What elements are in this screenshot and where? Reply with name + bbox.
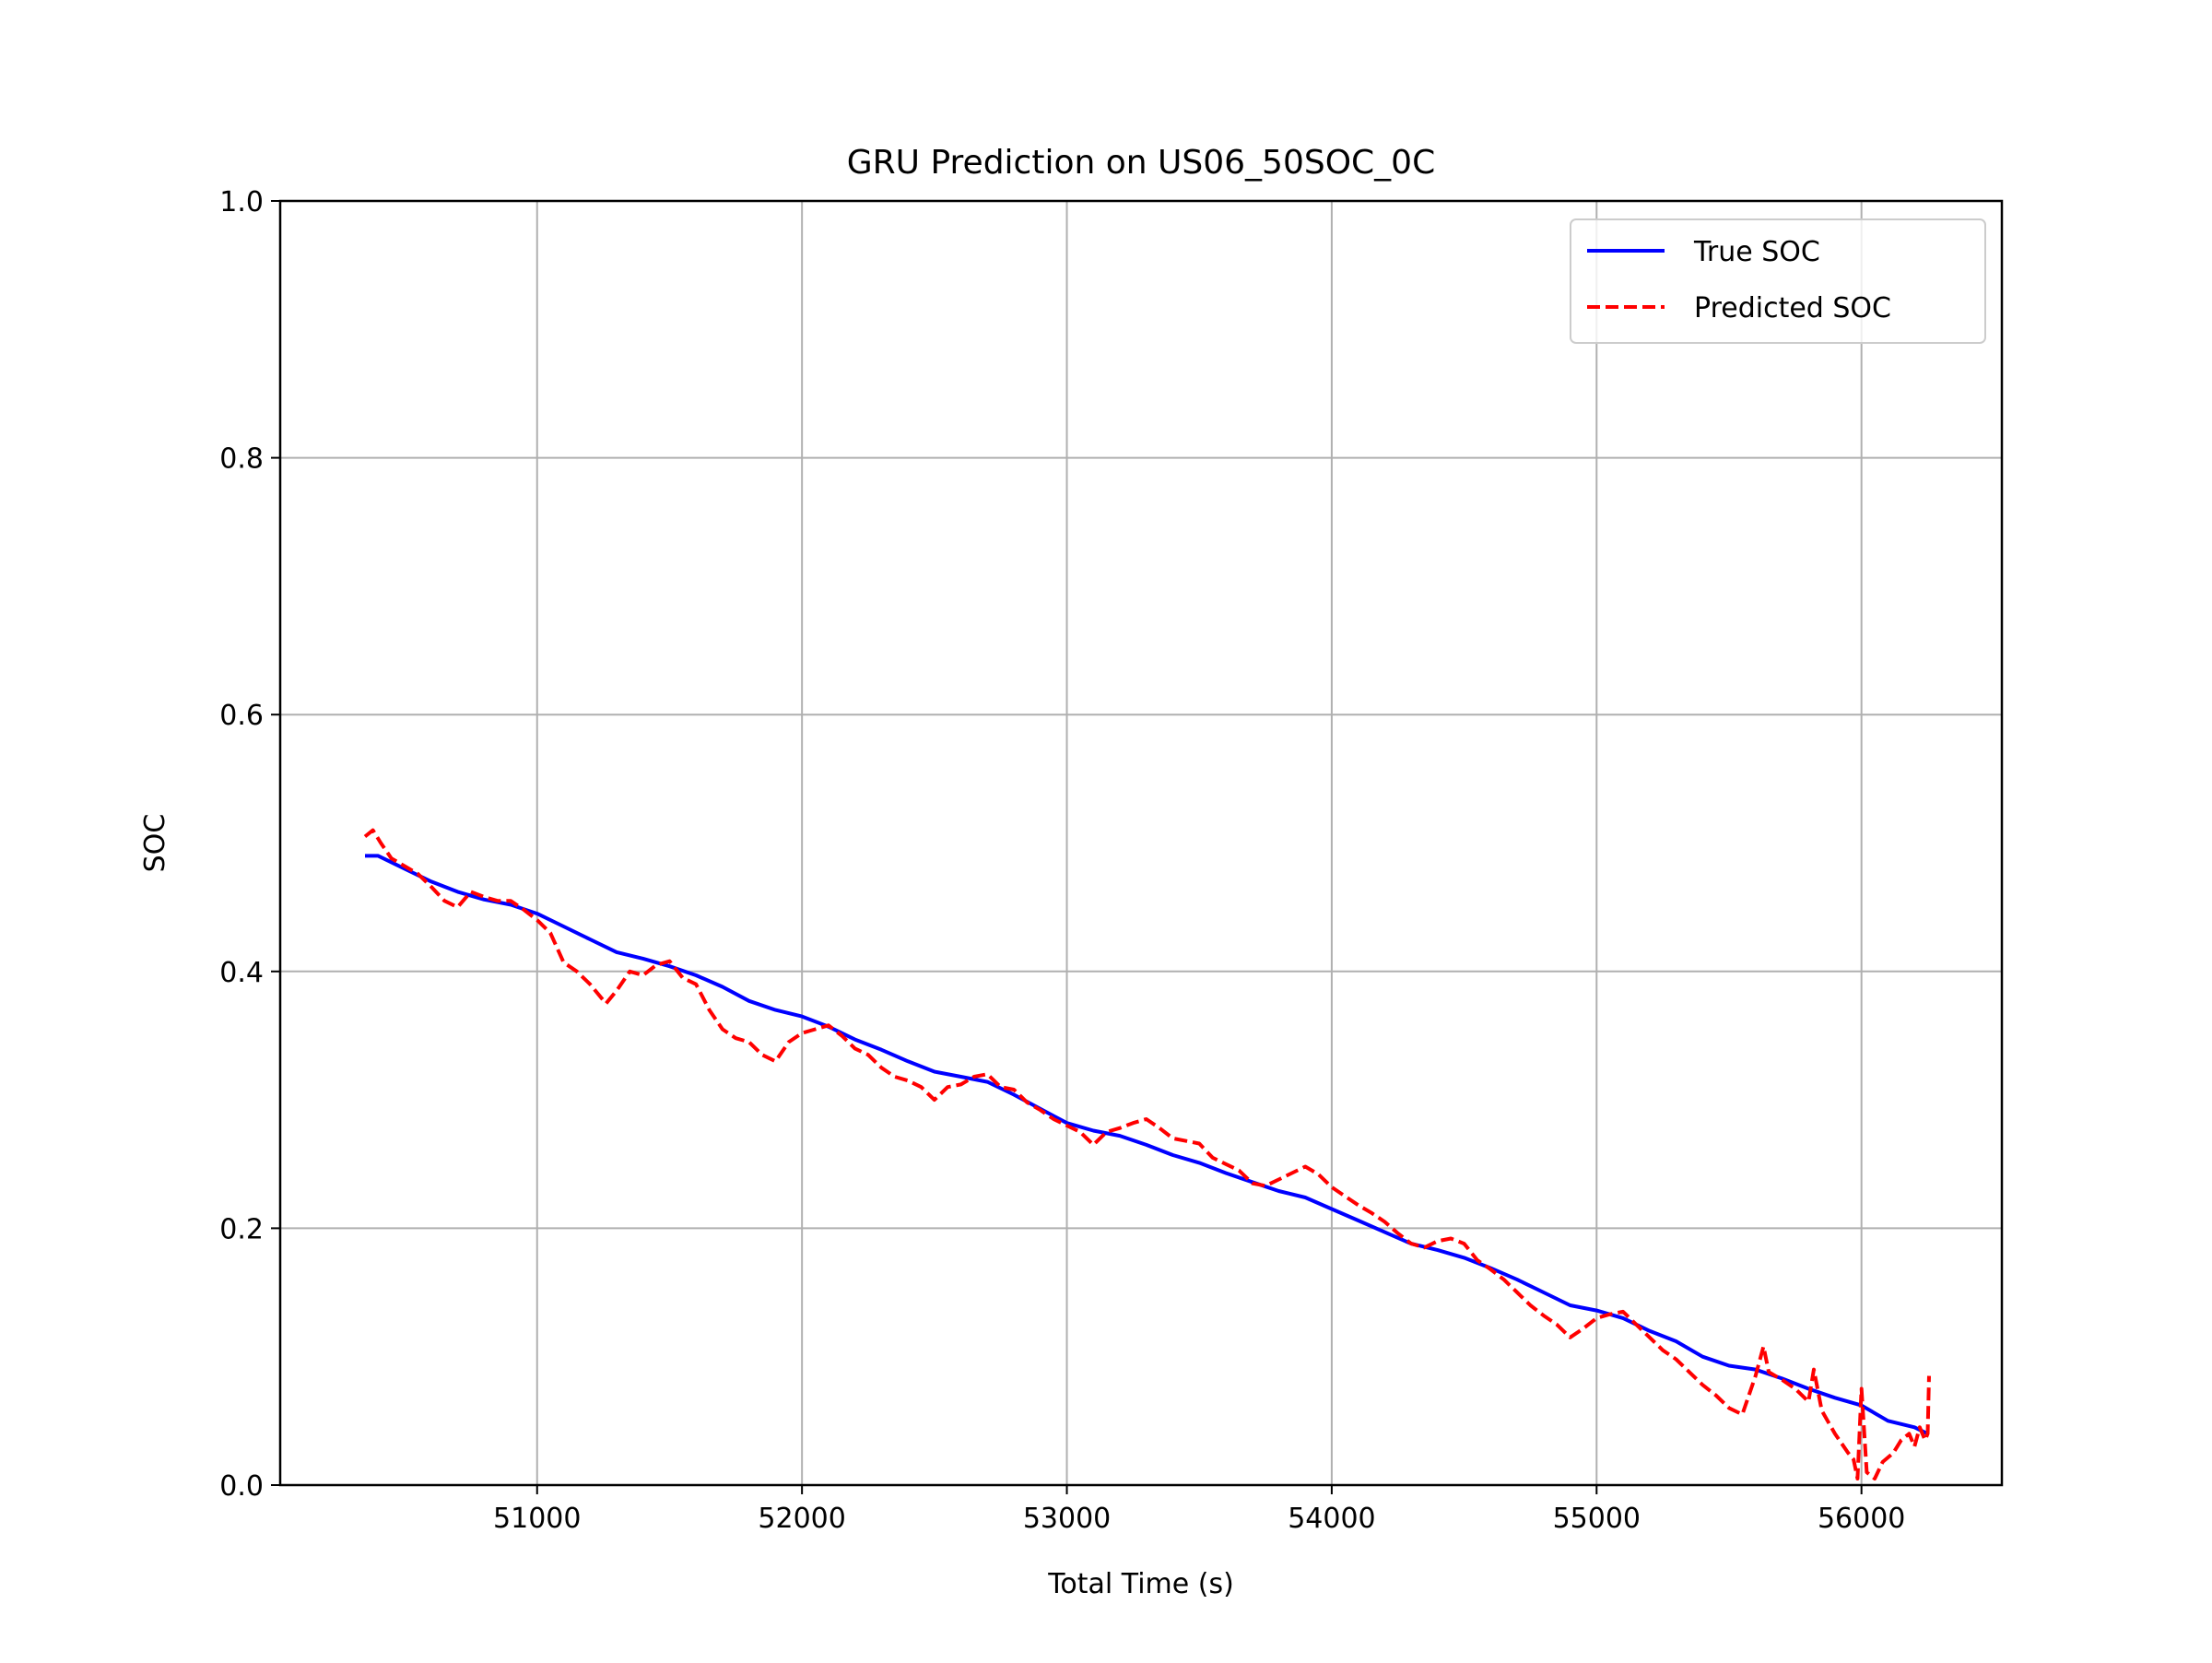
x-tick-label: 55000 xyxy=(1553,1503,1641,1535)
legend-label-predicted-soc: Predicted SOC xyxy=(1694,292,1891,324)
x-tick-label: 56000 xyxy=(1818,1503,1905,1535)
y-tick-label: 0.0 xyxy=(219,1470,264,1503)
y-tick-label: 0.2 xyxy=(219,1213,264,1245)
legend-label-true-soc: True SOC xyxy=(1693,236,1820,268)
axis-ticks: 51000 52000 53000 54000 55000 56000 0.0 0.2 0.4 0… xyxy=(219,186,1905,1535)
series-lines xyxy=(363,828,1931,1480)
y-tick-label: 1.0 xyxy=(219,186,264,218)
predicted-soc-line xyxy=(363,828,1931,1480)
x-tick-label: 54000 xyxy=(1288,1503,1375,1535)
grid-lines xyxy=(280,200,2002,1486)
legend: True SOC Predicted SOC xyxy=(1570,218,1986,344)
x-tick-label: 51000 xyxy=(493,1503,581,1535)
y-axis-label: SOC xyxy=(139,814,171,873)
x-tick-label: 52000 xyxy=(758,1503,845,1535)
y-tick-label: 0.8 xyxy=(219,443,264,476)
true-soc-line xyxy=(365,854,1929,1436)
plot-frame xyxy=(278,199,2004,1487)
y-tick-label: 0.6 xyxy=(219,700,264,732)
x-tick-label: 53000 xyxy=(1023,1503,1111,1535)
x-axis-label: Total Time (s) xyxy=(1047,1568,1234,1600)
y-tick-label: 0.4 xyxy=(219,957,264,989)
chart-title: GRU Prediction on US06_50SOC_0C xyxy=(847,144,1435,182)
legend-box xyxy=(1570,218,1986,344)
